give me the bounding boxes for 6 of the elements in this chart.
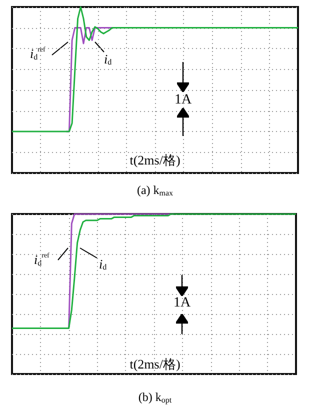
x-axis-title: t(2ms/格) — [130, 356, 180, 372]
x-axis-title: t(2ms/格) — [130, 152, 180, 168]
annotation: 1A — [174, 92, 192, 108]
series-label: id — [99, 256, 107, 272]
annotation: 1A — [173, 296, 192, 310]
series-label: id — [104, 52, 112, 66]
